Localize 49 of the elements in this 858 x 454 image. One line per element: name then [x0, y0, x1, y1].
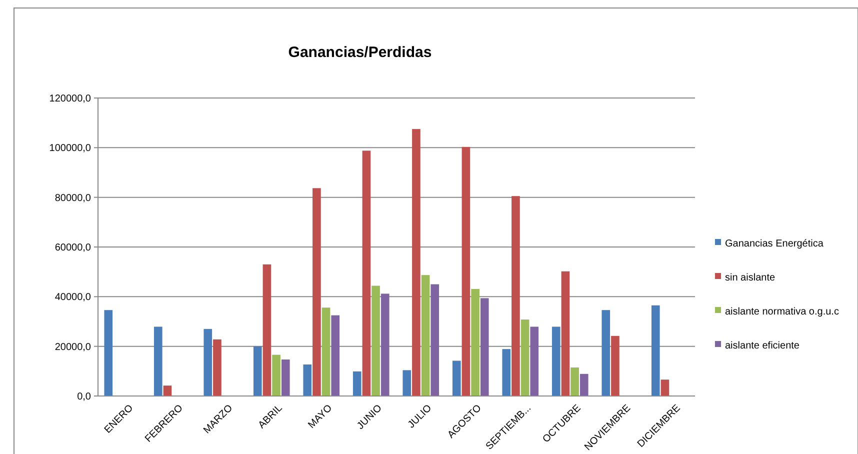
bar	[352, 371, 362, 396]
bar	[452, 360, 461, 396]
bar	[154, 326, 162, 396]
chart-title: Ganancias/Perdidas	[288, 44, 432, 61]
y-tick-label: 60000,0	[54, 242, 92, 254]
bar	[402, 370, 412, 396]
bar	[512, 196, 520, 396]
bar	[552, 326, 560, 396]
bar	[520, 320, 530, 396]
bar	[312, 188, 321, 396]
bar	[502, 349, 511, 396]
bar	[611, 336, 620, 396]
bar	[570, 367, 579, 396]
y-tick-label: 20000,0	[54, 342, 92, 353]
legend-label: aislante eficiente	[725, 340, 800, 352]
bar	[262, 264, 272, 396]
bar	[204, 328, 212, 396]
y-tick-label: 40000,0	[54, 292, 92, 304]
bar	[471, 288, 480, 396]
bar	[213, 339, 222, 396]
bar	[281, 359, 290, 396]
bar	[430, 284, 440, 396]
legend-label: sin aislante	[725, 272, 776, 284]
bar	[253, 346, 262, 396]
y-tick-label: 80000,0	[54, 192, 92, 204]
bar	[331, 315, 340, 396]
bar	[651, 305, 660, 396]
bar	[380, 294, 390, 396]
bar	[530, 326, 539, 396]
bar	[421, 275, 430, 396]
bar	[272, 354, 280, 396]
y-tick-label: 0,0	[77, 392, 92, 402]
bar	[372, 286, 380, 396]
bar	[362, 150, 371, 396]
bar	[561, 271, 570, 396]
bar	[602, 310, 610, 396]
bar	[163, 386, 172, 396]
bar	[580, 374, 588, 396]
bar	[462, 146, 470, 396]
bar	[660, 380, 670, 396]
y-tick-label: 120000,0	[49, 94, 92, 104]
y-tick-label: 100000,0	[49, 143, 92, 154]
bar	[412, 129, 420, 396]
legend-label: Ganancias Energética	[725, 238, 824, 250]
bar	[480, 298, 489, 396]
bar	[104, 310, 113, 396]
legend-label: aislante normativa o.g.u.c	[725, 306, 839, 318]
bar	[322, 308, 330, 396]
bar	[303, 364, 312, 396]
